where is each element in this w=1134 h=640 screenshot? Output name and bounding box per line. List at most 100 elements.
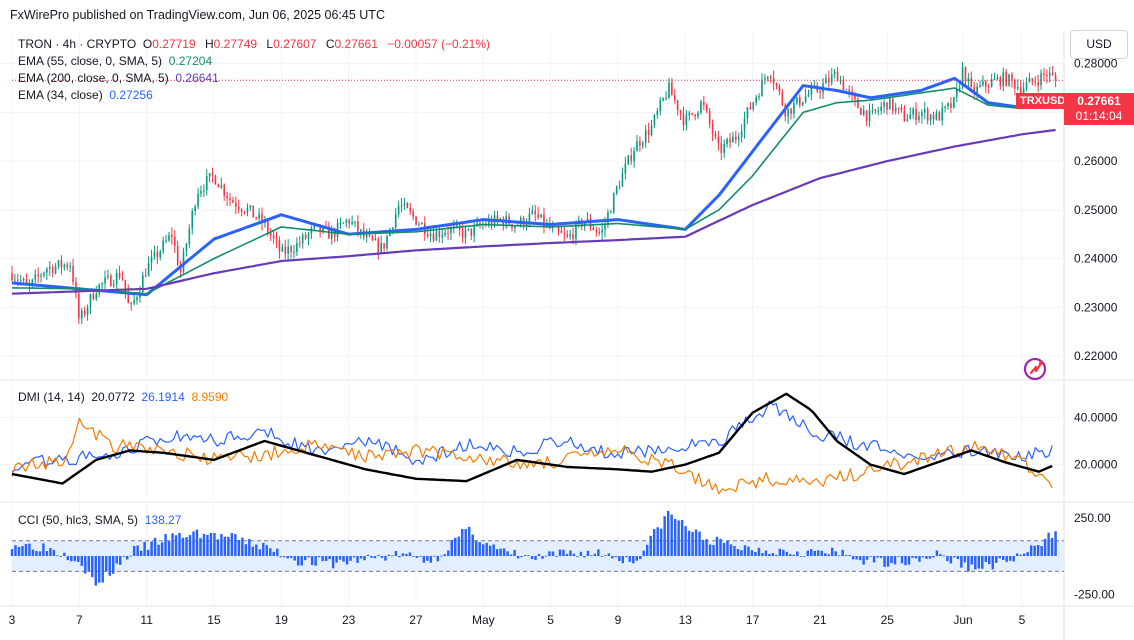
price-candle	[110, 275, 112, 287]
cci-bar	[607, 553, 611, 557]
cci-bar	[733, 546, 736, 557]
cci-bar	[21, 546, 24, 557]
price-candle	[694, 114, 696, 117]
cci-bar	[342, 556, 345, 562]
cci-bar	[398, 556, 401, 558]
cci-bar	[307, 556, 310, 558]
price-candle	[188, 228, 191, 244]
cci-bar	[401, 553, 405, 557]
cci-bar	[415, 556, 419, 558]
price-candle	[691, 112, 694, 115]
price-candle	[1002, 72, 1005, 87]
cci-bar	[935, 550, 939, 557]
price-candle	[880, 106, 882, 111]
price-candle	[958, 87, 961, 90]
price-candle	[374, 238, 377, 241]
price-candle	[796, 97, 798, 104]
price-candle	[764, 78, 766, 80]
cci-bar	[858, 556, 862, 561]
cci-bar	[652, 529, 656, 557]
price-candle	[743, 118, 746, 132]
cci-bar	[830, 547, 834, 557]
price-candle	[258, 214, 260, 219]
cci-bar	[750, 550, 754, 557]
currency-button[interactable]: USD	[1070, 30, 1128, 59]
price-candle	[729, 138, 731, 143]
cci-bar	[49, 547, 52, 557]
price-candle	[708, 111, 711, 124]
cci-bar	[1050, 537, 1054, 557]
cci-bar	[708, 544, 712, 557]
price-candle	[1040, 73, 1042, 86]
price-candle	[194, 206, 196, 212]
cci-bar	[384, 556, 387, 561]
cci-bar	[879, 556, 883, 558]
cci-bar	[1015, 553, 1019, 557]
price-candle	[610, 212, 612, 214]
price-candle	[69, 265, 71, 268]
price-candle	[470, 228, 473, 236]
cci-bar	[1005, 556, 1008, 562]
cci-bar	[244, 544, 248, 557]
cci-bar	[251, 546, 255, 557]
cci-bar	[80, 556, 84, 566]
price-candle	[630, 155, 632, 162]
cci-bar	[551, 551, 555, 557]
price-candle	[217, 184, 220, 188]
cci-bar	[105, 556, 108, 572]
cci-bar	[391, 555, 394, 557]
time-tick-label: 13	[679, 613, 693, 627]
price-candle	[618, 186, 621, 188]
price-candle	[735, 136, 737, 140]
price-candle	[1019, 86, 1022, 94]
cci-bar	[310, 556, 314, 566]
ema34-value: 0.27256	[109, 88, 153, 102]
cci-bar	[562, 549, 565, 557]
cci-bar	[527, 555, 530, 557]
cci-bar	[122, 556, 125, 557]
price-candle	[874, 109, 877, 112]
cci-bar	[726, 540, 729, 557]
price-candle	[703, 101, 705, 105]
price-candle	[142, 275, 144, 293]
price-candle	[537, 214, 539, 218]
cci-bar	[419, 556, 422, 557]
price-candle	[1048, 72, 1051, 77]
cci-bar	[303, 556, 307, 561]
cci-bar	[680, 519, 684, 557]
cci-bar	[970, 556, 974, 565]
cci-bar	[91, 556, 94, 578]
cci-bar	[558, 549, 562, 557]
cci-bar	[1043, 538, 1047, 557]
publish-text: FxWirePro published on TradingView.com, …	[10, 8, 385, 22]
price-candle	[592, 227, 595, 231]
cci-bar	[569, 550, 572, 557]
price-candle	[371, 235, 374, 241]
cci-bar	[387, 554, 391, 557]
cci-bar	[572, 553, 576, 557]
price-candle	[60, 260, 63, 268]
price-candle	[804, 96, 807, 103]
cci-bar	[705, 539, 708, 557]
price-candle	[862, 110, 865, 115]
cci-bar	[373, 556, 377, 559]
cci-bar	[565, 554, 569, 557]
price-candle	[627, 155, 630, 164]
price-candle	[723, 143, 725, 153]
price-candle	[598, 231, 601, 233]
price-candle	[615, 187, 618, 194]
price-candle	[860, 108, 862, 115]
price-candle	[662, 98, 664, 101]
cci-bar	[509, 554, 513, 557]
price-candle	[659, 100, 662, 112]
last-price-value: 0.27661	[1077, 94, 1121, 108]
price-candle	[496, 215, 499, 220]
price-candle	[51, 266, 54, 274]
price-candle	[650, 125, 653, 136]
cci-bar	[956, 556, 960, 560]
cci-bar	[230, 533, 234, 557]
cci-bar	[513, 549, 516, 557]
cci-bar	[523, 555, 527, 557]
cci-bar	[621, 556, 625, 564]
